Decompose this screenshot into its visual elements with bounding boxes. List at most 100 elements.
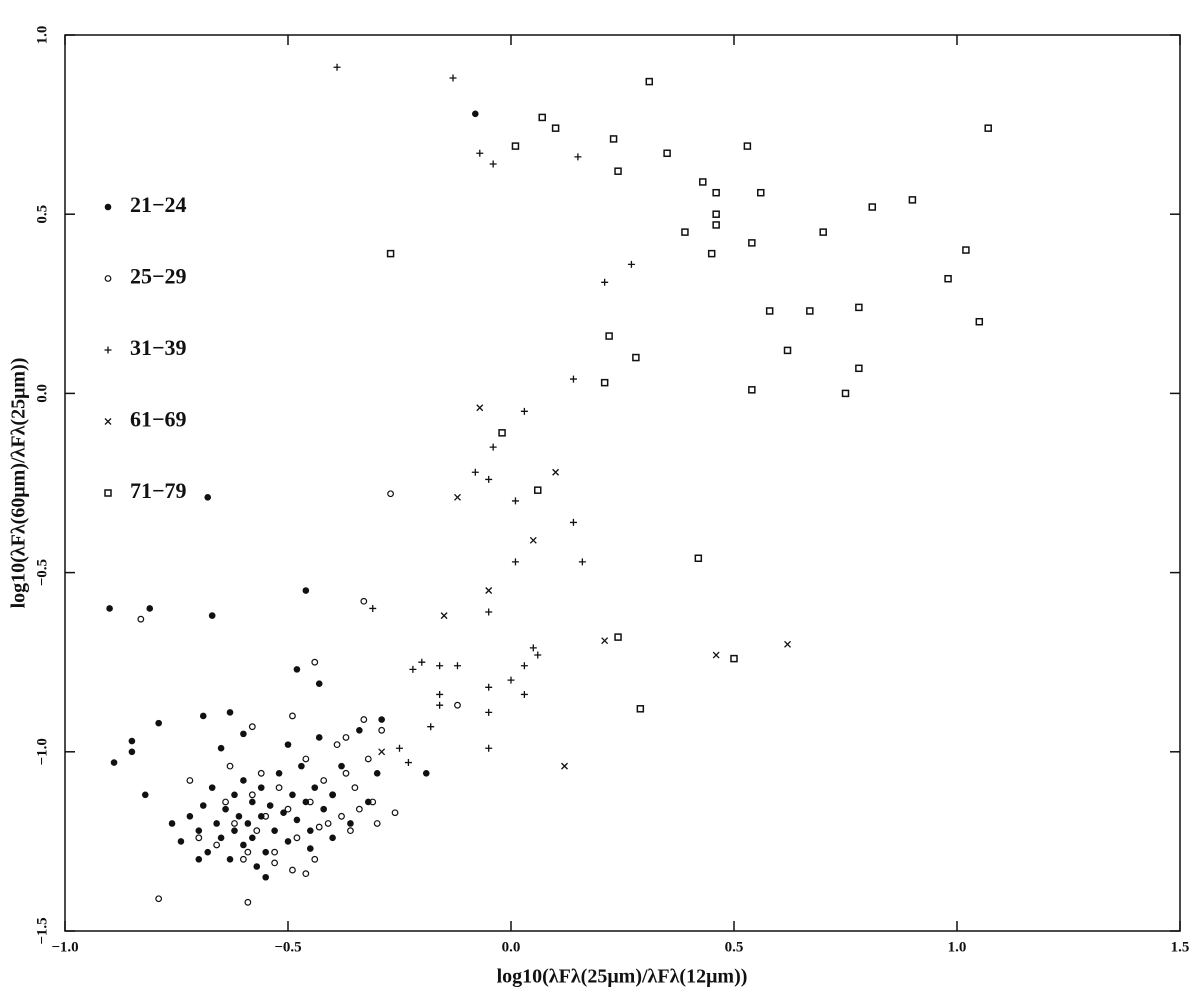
point [422,770,430,777]
point [333,63,341,71]
point [378,748,386,756]
point [208,784,216,791]
point [213,841,221,849]
point [226,709,234,716]
point-shape [908,196,917,204]
point [757,188,765,197]
point [784,640,791,648]
point [186,813,194,820]
point [485,475,493,483]
point [507,676,515,684]
point-shape [511,142,520,150]
point [868,203,877,211]
point [266,802,274,809]
x-tick-label: −1.0 [51,939,78,955]
point-shape [275,770,283,777]
point [534,651,542,659]
point [561,762,568,770]
point [222,805,229,813]
point-shape [472,110,479,118]
point-shape [146,605,154,612]
point-shape [485,683,493,691]
point [485,744,493,752]
point [137,615,145,623]
point-shape [284,741,292,748]
point-shape [356,726,363,734]
point [333,741,341,749]
point [498,429,506,437]
point-shape [378,716,385,723]
point [471,468,479,476]
point [329,791,337,799]
point-shape [186,813,194,820]
point-shape [257,784,265,791]
point [275,770,283,777]
point-shape [855,364,863,373]
point [226,856,234,863]
point [244,898,252,906]
point [248,791,256,799]
point-shape [302,755,310,763]
point-shape [195,856,203,863]
point [712,188,720,197]
point [208,612,216,619]
point-shape [378,726,386,734]
point [534,486,542,494]
point [289,712,296,720]
point-shape [636,705,645,713]
point [110,759,118,766]
point-shape [231,820,238,827]
point-shape [694,554,703,563]
point [436,701,444,709]
point-shape [289,791,296,799]
point-shape [868,203,877,211]
point [489,160,497,168]
point-shape [757,188,765,197]
legend-marker-shape [104,203,112,211]
y-tick-label: −1.0 [34,738,50,765]
point [315,734,323,741]
legend-marker-shape [104,418,112,425]
point-shape [226,856,234,863]
point-shape [712,210,720,218]
point-shape [520,407,528,415]
point-shape [315,823,323,831]
point-shape [320,777,328,784]
point [235,813,243,820]
point [195,856,203,863]
point [249,798,256,806]
point [364,755,372,763]
point [449,74,457,82]
point [529,644,537,652]
point [360,597,368,605]
point [391,809,399,817]
point-shape [627,260,635,268]
legend-marker [104,489,112,497]
point-shape [106,605,113,612]
point-shape [632,353,640,362]
point [476,404,484,412]
point-shape [177,838,185,845]
point-shape [231,827,238,834]
point [984,124,992,132]
point [284,838,292,845]
point-shape [748,386,756,394]
point [783,346,792,355]
point-shape [369,604,377,612]
point-shape [284,805,292,813]
point-shape [712,651,720,659]
point-shape [302,587,310,594]
legend-marker [104,275,112,282]
point-shape [199,802,207,809]
point-shape [239,855,247,863]
point-shape [409,665,417,673]
point [418,658,426,666]
point [177,838,185,845]
point-shape [253,827,261,835]
point [614,167,622,175]
point [373,820,381,827]
point-shape [137,615,145,623]
point [302,870,310,878]
point [511,142,520,150]
point-shape [765,307,774,315]
